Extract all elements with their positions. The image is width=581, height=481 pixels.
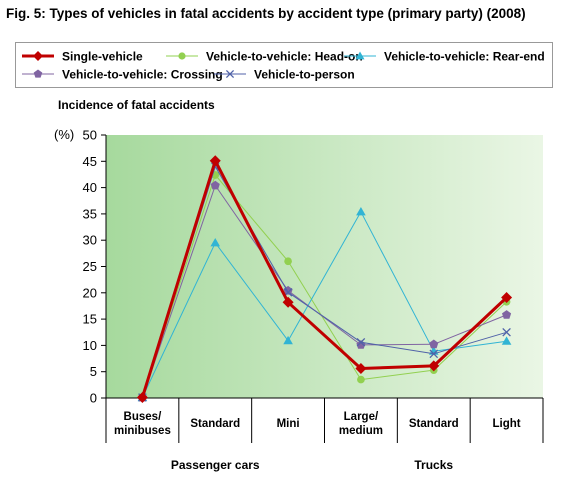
- legend-entry: Vehicle-to-vehicle: Head-on: [166, 50, 363, 64]
- series-line: [140, 159, 508, 398]
- data-point: [210, 180, 220, 190]
- data-point: [429, 339, 439, 349]
- category-label: minibuses: [114, 425, 171, 437]
- data-point: [356, 337, 366, 347]
- legend-label: Single-vehicle: [62, 50, 143, 64]
- data-point: [502, 310, 512, 319]
- data-point: [284, 257, 292, 266]
- category-label: Mini: [277, 418, 300, 430]
- group-label: Trucks: [414, 458, 453, 472]
- legend-entry: Vehicle-to-vehicle: Rear-end: [344, 50, 545, 64]
- series-layer: [136, 155, 513, 403]
- category-label: Standard: [409, 418, 459, 430]
- category-label: Light: [493, 418, 521, 430]
- legend-marker: [33, 69, 43, 78]
- y-tick-label: 5: [90, 364, 97, 379]
- legend-marker: [225, 69, 235, 79]
- y-axis-title: Incidence of fatal accidents: [58, 98, 215, 112]
- legend-label: Vehicle-to-vehicle: Rear-end: [384, 50, 545, 64]
- y-tick-label: 0: [90, 391, 97, 406]
- legend-label: Vehicle-to-person: [254, 68, 355, 82]
- data-point: [356, 206, 366, 216]
- y-tick-label: 10: [83, 338, 97, 353]
- y-tick-label: 15: [83, 312, 97, 327]
- data-point: [283, 335, 293, 345]
- category-label: Buses/: [124, 411, 163, 423]
- data-point: [355, 363, 367, 375]
- data-point: [502, 327, 511, 337]
- y-tick-label: 20: [83, 285, 97, 300]
- series-line: [141, 174, 507, 398]
- data-point: [209, 155, 221, 167]
- y-axis-unit: (%): [54, 127, 74, 142]
- plot-area: [106, 135, 543, 398]
- y-tick-label: 45: [83, 154, 97, 169]
- series-single-vehicle: [136, 155, 513, 403]
- data-point: [501, 292, 513, 304]
- chart-title: Fig. 5: Types of vehicles in fatal accid…: [6, 6, 526, 21]
- legend-label: Vehicle-to-vehicle: Head-on: [206, 50, 363, 64]
- category-label: medium: [339, 425, 383, 437]
- y-tick-label: 35: [83, 206, 97, 221]
- legend-label: Vehicle-to-vehicle: Crossing: [62, 68, 223, 82]
- data-point: [210, 238, 221, 247]
- category-label: Standard: [190, 418, 240, 430]
- data-point: [282, 296, 294, 308]
- legend-marker: [355, 51, 365, 60]
- group-label: Passenger cars: [171, 458, 260, 472]
- axes: 0 5 10 15 20 25 30 35 40 45 50 Buses/minibuses Stand…: [83, 128, 544, 472]
- y-tick-label: 40: [83, 180, 97, 195]
- data-point: [357, 375, 365, 384]
- y-tick-label: 50: [83, 128, 97, 143]
- legend-entry: Vehicle-to-vehicle: Crossing: [22, 68, 223, 82]
- category-label: Large/: [344, 411, 379, 423]
- data-point: [429, 349, 439, 359]
- legend-entry: Single-vehicle: [22, 50, 143, 64]
- data-point: [428, 360, 440, 372]
- y-tick-label: 30: [83, 233, 97, 248]
- y-tick-label: 25: [83, 259, 97, 274]
- data-point: [501, 336, 512, 345]
- data-point: [136, 391, 148, 403]
- legend-marker: [33, 51, 43, 61]
- legend-marker: [178, 52, 186, 60]
- series-line: [141, 211, 507, 398]
- legend-entry: Vehicle-to-person: [214, 68, 355, 82]
- legend: Single-vehicle Vehicle-to-vehicle: Head-o…: [15, 42, 553, 88]
